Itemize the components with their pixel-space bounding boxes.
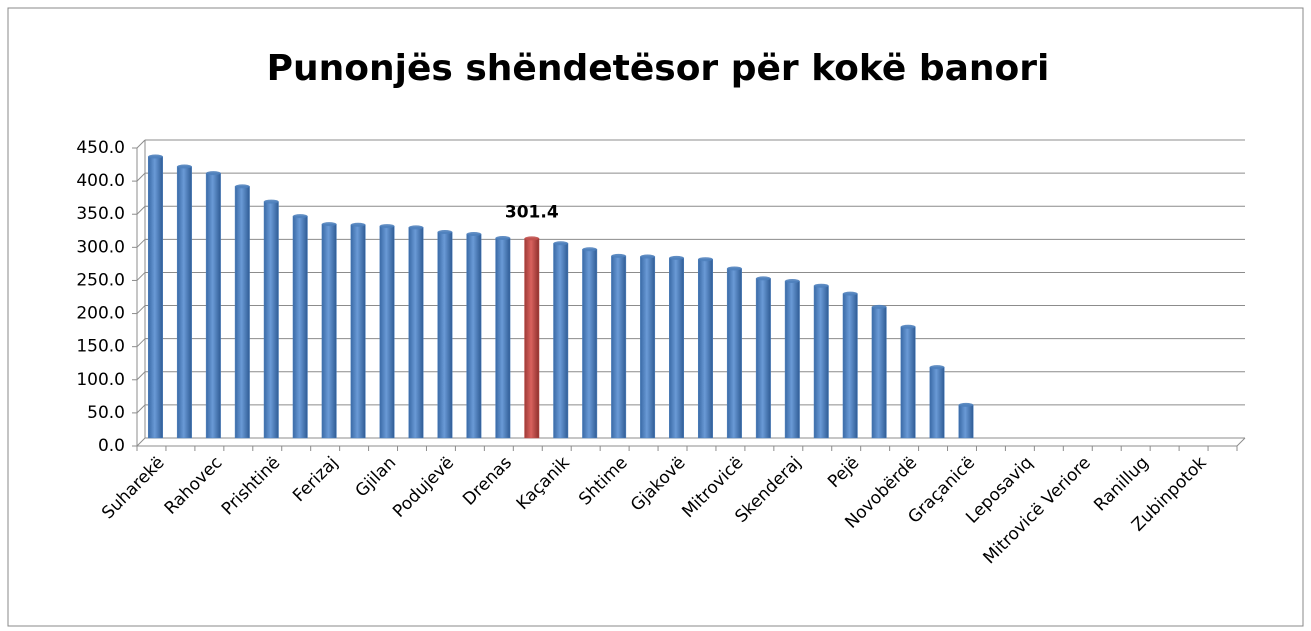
bar-top xyxy=(264,199,279,204)
bar-top xyxy=(148,154,163,159)
bar xyxy=(408,227,424,439)
bar-top xyxy=(958,402,974,407)
bar xyxy=(958,404,974,439)
bar xyxy=(640,256,656,439)
chart-title: Punonjës shëndetësor për kokë banori xyxy=(267,48,1050,89)
bar-top xyxy=(611,253,626,258)
y-tick-label: 300.0 xyxy=(76,237,125,257)
bar xyxy=(697,258,713,439)
bar xyxy=(842,293,858,439)
bar-top xyxy=(235,184,250,189)
bar-top xyxy=(408,225,424,230)
grid-line xyxy=(136,172,146,182)
bar xyxy=(292,215,308,439)
bar-top xyxy=(524,236,540,241)
bar-top xyxy=(814,283,829,288)
y-tick-label: 150.0 xyxy=(76,337,125,357)
grid-line xyxy=(136,139,146,149)
bar-top xyxy=(640,254,655,259)
y-tick-label: 100.0 xyxy=(76,370,125,390)
grid-line xyxy=(136,272,146,281)
bar xyxy=(669,257,685,439)
y-tick-label: 400.0 xyxy=(76,171,125,191)
grid-line xyxy=(136,238,146,248)
bar-top xyxy=(350,222,366,227)
bar xyxy=(321,223,337,439)
bar xyxy=(176,166,192,439)
chart-frame xyxy=(7,7,1304,627)
grid-line xyxy=(136,305,146,314)
bar-top xyxy=(379,224,395,229)
floor-edge xyxy=(1236,437,1246,447)
bar-top xyxy=(871,304,887,309)
grid-line xyxy=(136,437,146,447)
y-tick-label: 50.0 xyxy=(87,403,125,423)
bar xyxy=(813,285,829,439)
bar xyxy=(784,280,800,439)
bar xyxy=(900,326,916,439)
bar xyxy=(755,278,771,439)
bar xyxy=(726,268,742,439)
bar xyxy=(553,243,569,439)
bar-top xyxy=(669,255,684,260)
grid-line xyxy=(136,404,146,414)
bar-top xyxy=(900,324,916,329)
bar-top xyxy=(292,214,308,219)
bar-top xyxy=(437,230,453,235)
bar xyxy=(871,306,887,439)
grid-line xyxy=(136,371,146,381)
bar-top xyxy=(727,266,742,271)
y-tick-label: 200.0 xyxy=(76,304,125,324)
bar xyxy=(582,249,598,439)
y-tick-label: 350.0 xyxy=(76,204,125,224)
bar-top xyxy=(842,291,858,296)
y-tick-label: 250.0 xyxy=(76,270,125,290)
bar xyxy=(524,238,540,439)
bar-top xyxy=(929,365,945,370)
bar-top xyxy=(177,164,192,169)
y-tick-label: 450.0 xyxy=(76,138,125,158)
bar xyxy=(147,156,163,439)
grid-line xyxy=(136,205,146,215)
bar xyxy=(437,231,453,439)
bar xyxy=(234,186,250,439)
y-tick-label: 0.0 xyxy=(98,436,125,456)
bar xyxy=(929,366,945,439)
bar-top xyxy=(582,247,597,252)
bar xyxy=(350,224,366,439)
bar xyxy=(495,237,511,439)
bar-top xyxy=(756,276,771,281)
bar xyxy=(205,172,221,439)
data-label: 301.4 xyxy=(505,202,559,222)
bar xyxy=(466,233,482,439)
bar xyxy=(263,201,279,439)
bar-top xyxy=(553,241,568,246)
bar-top xyxy=(321,222,337,227)
bar-top xyxy=(785,279,800,284)
bar-top xyxy=(698,257,713,262)
bar-top xyxy=(206,171,221,176)
bar xyxy=(379,225,395,439)
bar-top xyxy=(495,236,511,241)
bar-top xyxy=(466,232,482,237)
bar xyxy=(611,255,627,439)
grid-line xyxy=(136,338,146,348)
